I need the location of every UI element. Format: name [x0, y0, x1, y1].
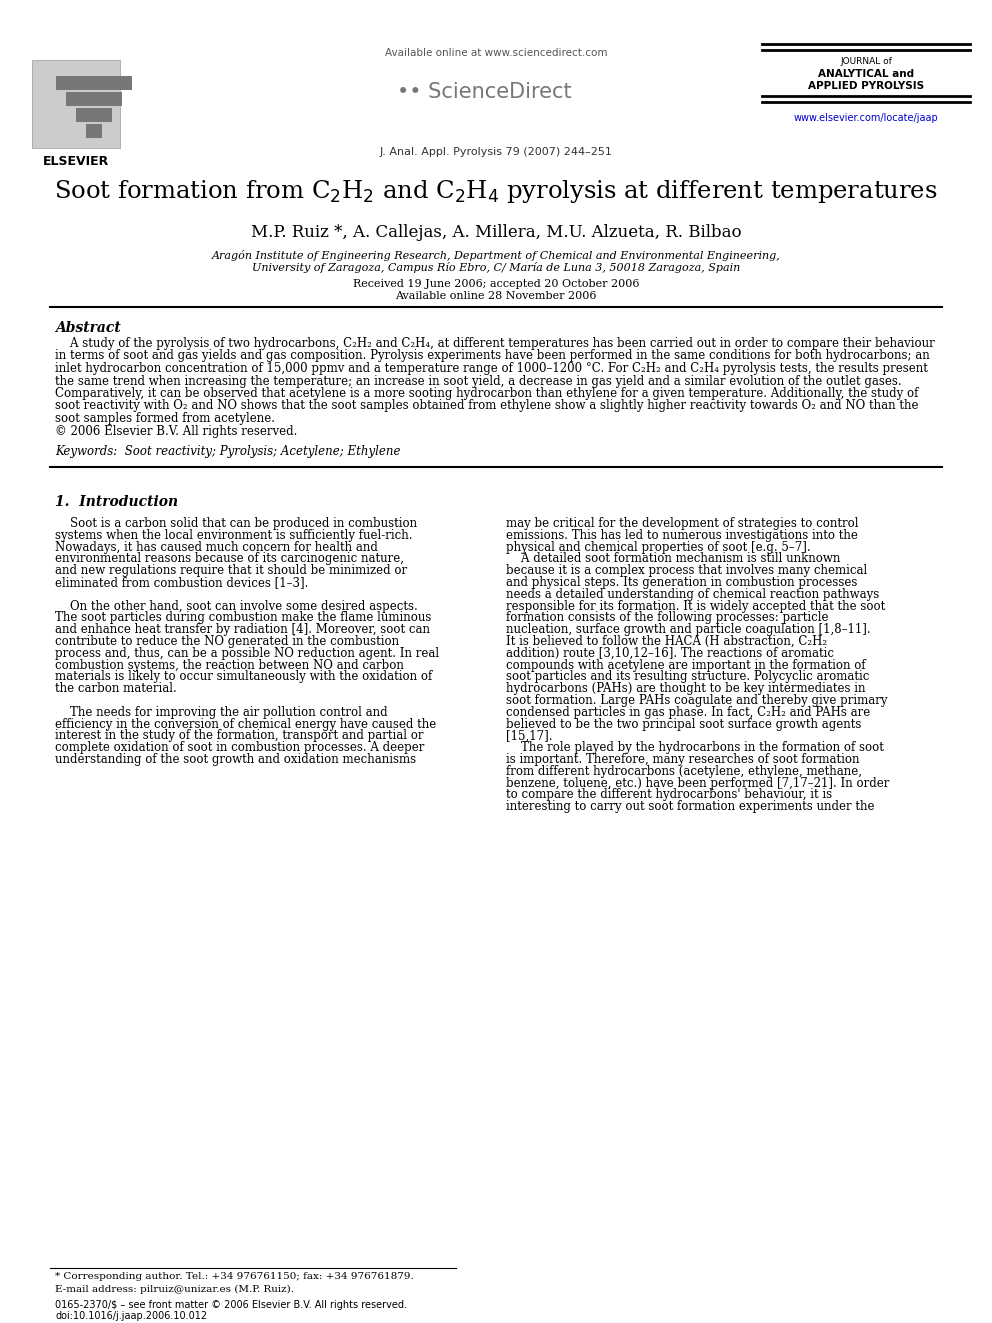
Text: soot reactivity with O₂ and NO shows that the soot samples obtained from ethylen: soot reactivity with O₂ and NO shows tha… — [55, 400, 919, 413]
Text: Available online at www.sciencedirect.com: Available online at www.sciencedirect.co… — [385, 48, 607, 58]
Text: A study of the pyrolysis of two hydrocarbons, C₂H₂ and C₂H₄, at different temper: A study of the pyrolysis of two hydrocar… — [55, 337, 934, 351]
Text: formation consists of the following processes: particle: formation consists of the following proc… — [506, 611, 828, 624]
Text: soot samples formed from acetylene.: soot samples formed from acetylene. — [55, 411, 275, 425]
Text: inlet hydrocarbon concentration of 15,000 ppmv and a temperature range of 1000–1: inlet hydrocarbon concentration of 15,00… — [55, 363, 928, 374]
Text: and physical steps. Its generation in combustion processes: and physical steps. Its generation in co… — [506, 576, 857, 589]
Text: is important. Therefore, many researches of soot formation: is important. Therefore, many researches… — [506, 753, 859, 766]
Text: Comparatively, it can be observed that acetylene is a more sooting hydrocarbon t: Comparatively, it can be observed that a… — [55, 388, 919, 400]
Text: M.P. Ruiz *, A. Callejas, A. Millera, M.U. Alzueta, R. Bilbao: M.P. Ruiz *, A. Callejas, A. Millera, M.… — [251, 224, 741, 241]
Text: physical and chemical properties of soot [e.g. 5–7].: physical and chemical properties of soot… — [506, 541, 810, 553]
Text: understanding of the soot growth and oxidation mechanisms: understanding of the soot growth and oxi… — [55, 753, 416, 766]
Text: may be critical for the development of strategies to control: may be critical for the development of s… — [506, 517, 858, 531]
Text: soot particles and its resulting structure. Polycyclic aromatic: soot particles and its resulting structu… — [506, 671, 869, 684]
Text: the same trend when increasing the temperature; an increase in soot yield, a dec: the same trend when increasing the tempe… — [55, 374, 902, 388]
Text: to compare the different hydrocarbons' behaviour, it is: to compare the different hydrocarbons' b… — [506, 789, 832, 802]
Text: hydrocarbons (PAHs) are thought to be key intermediates in: hydrocarbons (PAHs) are thought to be ke… — [506, 683, 865, 695]
Text: compounds with acetylene are important in the formation of: compounds with acetylene are important i… — [506, 659, 866, 672]
Text: Available online 28 November 2006: Available online 28 November 2006 — [395, 291, 597, 302]
Text: condensed particles in gas phase. In fact, C₂H₂ and PAHs are: condensed particles in gas phase. In fac… — [506, 705, 870, 718]
Text: from different hydrocarbons (acetylene, ethylene, methane,: from different hydrocarbons (acetylene, … — [506, 765, 862, 778]
Text: doi:10.1016/j.jaap.2006.10.012: doi:10.1016/j.jaap.2006.10.012 — [55, 1311, 207, 1320]
Text: On the other hand, soot can involve some desired aspects.: On the other hand, soot can involve some… — [55, 599, 418, 613]
Text: interesting to carry out soot formation experiments under the: interesting to carry out soot formation … — [506, 800, 875, 814]
Text: E-mail address: pilruiz@unizar.es (M.P. Ruiz).: E-mail address: pilruiz@unizar.es (M.P. … — [55, 1285, 294, 1294]
Text: combustion systems, the reaction between NO and carbon: combustion systems, the reaction between… — [55, 659, 404, 672]
Bar — [32, 60, 120, 148]
Text: emissions. This has led to numerous investigations into the: emissions. This has led to numerous inve… — [506, 529, 858, 542]
Text: 1.  Introduction: 1. Introduction — [55, 495, 179, 509]
Text: believed to be the two principal soot surface growth agents: believed to be the two principal soot su… — [506, 717, 861, 730]
Text: Aragón Institute of Engineering Research, Department of Chemical and Environment: Aragón Institute of Engineering Research… — [211, 250, 781, 261]
Text: A detailed soot formation mechanism is still unknown: A detailed soot formation mechanism is s… — [506, 553, 840, 565]
Text: Received 19 June 2006; accepted 20 October 2006: Received 19 June 2006; accepted 20 Octob… — [353, 279, 639, 288]
Text: It is believed to follow the HACA (H abstraction, C₂H₂: It is believed to follow the HACA (H abs… — [506, 635, 827, 648]
Text: University of Zaragoza, Campus Río Ebro, C/ María de Luna 3, 50018 Zaragoza, Spa: University of Zaragoza, Campus Río Ebro,… — [252, 262, 740, 273]
Text: complete oxidation of soot in combustion processes. A deeper: complete oxidation of soot in combustion… — [55, 741, 425, 754]
Bar — [86, 124, 102, 138]
Text: Nowadays, it has caused much concern for health and: Nowadays, it has caused much concern for… — [55, 541, 378, 553]
Text: materials is likely to occur simultaneously with the oxidation of: materials is likely to occur simultaneou… — [55, 671, 433, 684]
Text: Abstract: Abstract — [55, 321, 121, 335]
Text: eliminated from combustion devices [1–3].: eliminated from combustion devices [1–3]… — [55, 576, 309, 589]
Text: ANALYTICAL and: ANALYTICAL and — [818, 69, 914, 79]
Text: the carbon material.: the carbon material. — [55, 683, 177, 695]
Text: Keywords:  Soot reactivity; Pyrolysis; Acetylene; Ethylene: Keywords: Soot reactivity; Pyrolysis; Ac… — [55, 445, 401, 458]
Text: process and, thus, can be a possible NO reduction agent. In real: process and, thus, can be a possible NO … — [55, 647, 439, 660]
Text: nucleation, surface growth and particle coagulation [1,8–11].: nucleation, surface growth and particle … — [506, 623, 871, 636]
Text: The needs for improving the air pollution control and: The needs for improving the air pollutio… — [55, 705, 388, 718]
Text: systems when the local environment is sufficiently fuel-rich.: systems when the local environment is su… — [55, 529, 413, 542]
Text: needs a detailed understanding of chemical reaction pathways: needs a detailed understanding of chemic… — [506, 587, 879, 601]
Text: 0165-2370/$ – see front matter © 2006 Elsevier B.V. All rights reserved.: 0165-2370/$ – see front matter © 2006 El… — [55, 1301, 407, 1310]
Text: interest in the study of the formation, transport and partial or: interest in the study of the formation, … — [55, 729, 424, 742]
Bar — [66, 93, 122, 106]
Text: in terms of soot and gas yields and gas composition. Pyrolysis experiments have : in terms of soot and gas yields and gas … — [55, 349, 930, 363]
Text: addition) route [3,10,12–16]. The reactions of aromatic: addition) route [3,10,12–16]. The reacti… — [506, 647, 834, 660]
Text: benzene, toluene, etc.) have been performed [7,17–21]. In order: benzene, toluene, etc.) have been perfor… — [506, 777, 890, 790]
Text: [15,17].: [15,17]. — [506, 729, 553, 742]
Text: and new regulations require that it should be minimized or: and new regulations require that it shou… — [55, 564, 407, 577]
Text: * Corresponding author. Tel.: +34 976761150; fax: +34 976761879.: * Corresponding author. Tel.: +34 976761… — [55, 1271, 414, 1281]
Text: •• ScienceDirect: •• ScienceDirect — [397, 82, 571, 102]
Text: The role played by the hydrocarbons in the formation of soot: The role played by the hydrocarbons in t… — [506, 741, 884, 754]
Text: responsible for its formation. It is widely accepted that the soot: responsible for its formation. It is wid… — [506, 599, 885, 613]
Text: contribute to reduce the NO generated in the combustion: contribute to reduce the NO generated in… — [55, 635, 399, 648]
Text: www.elsevier.com/locate/jaap: www.elsevier.com/locate/jaap — [794, 112, 938, 123]
Text: environmental reasons because of its carcinogenic nature,: environmental reasons because of its car… — [55, 553, 404, 565]
Text: © 2006 Elsevier B.V. All rights reserved.: © 2006 Elsevier B.V. All rights reserved… — [55, 425, 298, 438]
Text: APPLIED PYROLYSIS: APPLIED PYROLYSIS — [807, 81, 925, 91]
Text: The soot particles during combustion make the flame luminous: The soot particles during combustion mak… — [55, 611, 432, 624]
Bar — [76, 108, 112, 122]
Text: Soot is a carbon solid that can be produced in combustion: Soot is a carbon solid that can be produ… — [55, 517, 417, 531]
Text: Soot formation from C$_2$H$_2$ and C$_2$H$_4$ pyrolysis at different temperature: Soot formation from C$_2$H$_2$ and C$_2$… — [55, 179, 937, 205]
Text: J. Anal. Appl. Pyrolysis 79 (2007) 244–251: J. Anal. Appl. Pyrolysis 79 (2007) 244–2… — [380, 147, 612, 157]
Bar — [56, 75, 132, 90]
Text: efficiency in the conversion of chemical energy have caused the: efficiency in the conversion of chemical… — [55, 717, 436, 730]
Text: ELSEVIER: ELSEVIER — [43, 155, 109, 168]
Text: soot formation. Large PAHs coagulate and thereby give primary: soot formation. Large PAHs coagulate and… — [506, 695, 888, 706]
Text: because it is a complex process that involves many chemical: because it is a complex process that inv… — [506, 564, 867, 577]
Text: and enhance heat transfer by radiation [4]. Moreover, soot can: and enhance heat transfer by radiation [… — [55, 623, 430, 636]
Text: JOURNAL of: JOURNAL of — [840, 57, 892, 66]
